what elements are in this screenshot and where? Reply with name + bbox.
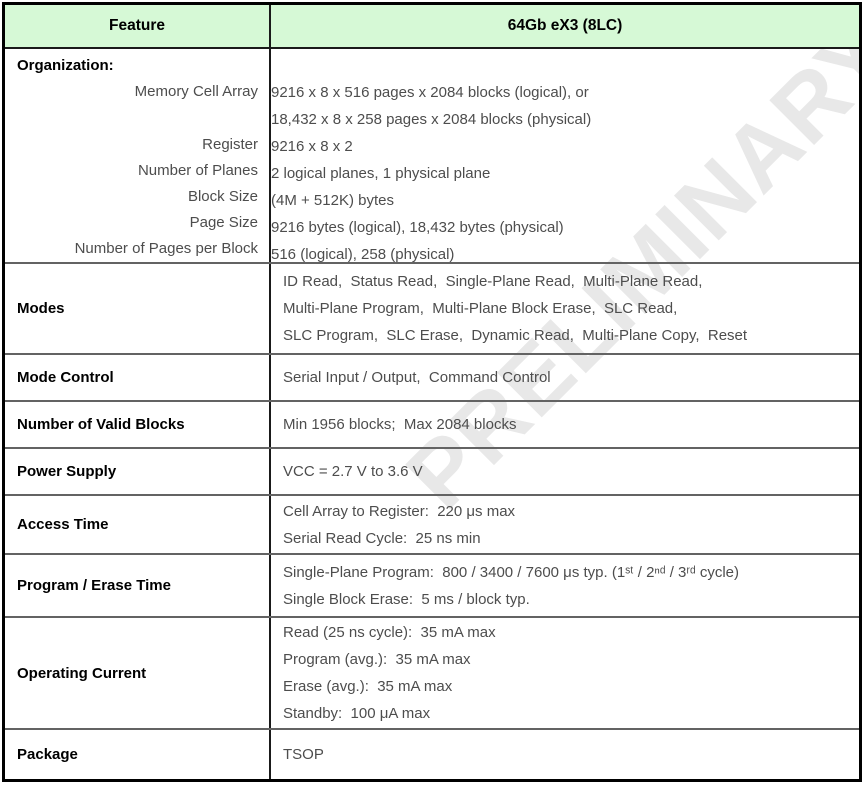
- sub-row-label: Page Size: [189, 214, 258, 232]
- row-feature-label: Package: [5, 730, 271, 779]
- value-line: Single Block Erase: 5 ms / block typ.: [283, 590, 530, 608]
- organization-values: 9216 x 8 x 516 pages x 2084 blocks (logi…: [271, 49, 859, 263]
- value-line: (4M + 512K) bytes: [271, 192, 394, 210]
- value-line: Serial Read Cycle: 25 ns min: [283, 529, 481, 547]
- device-column-header: 64Gb eX3 (8LC): [507, 17, 623, 34]
- row-feature-label: Access Time: [5, 496, 271, 553]
- value-line: Cell Array to Register: 220 μs max: [283, 502, 516, 520]
- sub-row-label: Memory Cell Array: [134, 83, 258, 101]
- row-feature-label: Program / Erase Time: [5, 555, 271, 616]
- organization-labels: Organization: Memory Cell Array Register…: [5, 49, 271, 262]
- value-line: 9216 bytes (logical), 18,432 bytes (phys…: [271, 219, 564, 237]
- row-values: VCC = 2.7 V to 3.6 V: [271, 449, 859, 494]
- value-line: Program (avg.): 35 mA max: [283, 651, 471, 668]
- value-line: Min 1956 blocks; Max 2084 blocks: [283, 416, 517, 433]
- row-feature-label: Number of Valid Blocks: [5, 402, 271, 447]
- row-values: Read (25 ns cycle): 35 mA max Program (a…: [271, 618, 859, 728]
- row-values: Min 1956 blocks; Max 2084 blocks: [271, 402, 859, 447]
- row-power-supply: Power Supply VCC = 2.7 V to 3.6 V: [5, 447, 859, 494]
- value-line: Read (25 ns cycle): 35 mA max: [283, 624, 496, 641]
- value-line: VCC = 2.7 V to 3.6 V: [283, 463, 423, 480]
- value-line: 516 (logical), 258 (physical): [271, 246, 455, 264]
- feature-column-header: Feature: [5, 5, 271, 47]
- row-program-erase-time: Program / Erase Time Single-Plane Progra…: [5, 553, 859, 616]
- value-line: [271, 53, 859, 79]
- value-line: 9216 x 8 x 2: [271, 138, 353, 156]
- sub-row-label: Number of Pages per Block: [74, 240, 258, 258]
- row-mode-control: Mode Control Serial Input / Output, Comm…: [5, 353, 859, 400]
- row-values: ID Read, Status Read, Single-Plane Read,…: [271, 264, 859, 353]
- value-line: Standby: 100 μA max: [283, 705, 431, 722]
- value-line: 18,432 x 8 x 258 pages x 2084 blocks (ph…: [271, 111, 592, 129]
- row-values: Serial Input / Output, Command Control: [271, 355, 859, 400]
- value-line: Multi-Plane Program, Multi-Plane Block E…: [283, 300, 678, 317]
- row-organization: Organization: Memory Cell Array Register…: [5, 47, 859, 263]
- row-operating-current: Operating Current Read (25 ns cycle): 35…: [5, 616, 859, 728]
- value-line: 2 logical planes, 1 physical plane: [271, 165, 491, 183]
- sub-row-label: [5, 105, 269, 131]
- row-modes: Modes ID Read, Status Read, Single-Plane…: [5, 262, 859, 353]
- value-line: TSOP: [283, 746, 324, 763]
- row-values: Single-Plane Program: 800 / 3400 / 7600 …: [271, 555, 859, 616]
- row-values: Cell Array to Register: 220 μs max Seria…: [271, 496, 859, 553]
- row-feature-label: Operating Current: [5, 618, 271, 728]
- value-line: ID Read, Status Read, Single-Plane Read,…: [283, 273, 703, 290]
- row-feature-label: Mode Control: [5, 355, 271, 400]
- row-feature-label: Power Supply: [5, 449, 271, 494]
- value-line: Serial Input / Output, Command Control: [283, 369, 551, 386]
- row-feature-label: Modes: [5, 264, 271, 353]
- value-line: 9216 x 8 x 516 pages x 2084 blocks (logi…: [271, 84, 589, 102]
- value-line: Single-Plane Program: 800 / 3400 / 7600 …: [283, 563, 739, 581]
- row-feature-label: Organization:: [17, 57, 114, 74]
- row-valid-blocks: Number of Valid Blocks Min 1956 blocks; …: [5, 400, 859, 447]
- header-row: Feature 64Gb eX3 (8LC): [5, 5, 859, 47]
- sub-row-label: Number of Planes: [137, 161, 258, 179]
- value-line: Erase (avg.): 35 mA max: [283, 678, 453, 695]
- row-values: TSOP: [271, 730, 859, 779]
- row-access-time: Access Time Cell Array to Register: 220 …: [5, 494, 859, 553]
- sub-row-label: Register: [202, 135, 258, 153]
- sub-row-label: Block Size: [187, 188, 258, 205]
- value-line: SLC Program, SLC Erase, Dynamic Read, Mu…: [283, 327, 748, 344]
- row-package: Package TSOP: [5, 728, 859, 779]
